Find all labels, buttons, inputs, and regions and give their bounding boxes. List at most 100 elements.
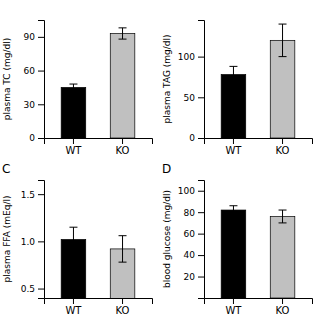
x-tick: WT (65, 138, 82, 156)
error-bar (119, 236, 127, 262)
plot-area (61, 28, 135, 138)
y-tick: 1.5 (21, 190, 44, 200)
y-tick-mark (38, 104, 44, 105)
panel: WTKO0.51.01.5plasma FFA (mEq/l)C (2, 162, 153, 320)
y-tick-label: 1.5 (21, 190, 35, 200)
y-tick-mark (198, 138, 204, 139)
bar (270, 216, 295, 298)
y-tick-label: 100 (178, 186, 195, 196)
x-tick: KO (276, 298, 290, 316)
y-axis-line (38, 21, 45, 139)
x-axis: WT KO (205, 298, 313, 316)
error-stem (122, 28, 123, 39)
y-tick: 60 (24, 66, 44, 76)
y-tick: 40 (184, 250, 204, 260)
bar (221, 75, 246, 138)
y-tick-mark (198, 212, 204, 213)
error-stem (282, 210, 283, 223)
y-tick-label: 50 (184, 93, 196, 103)
x-tick-label: KO (276, 145, 290, 156)
y-axis-line (198, 21, 205, 139)
y-tick-mark (38, 138, 44, 139)
y-tick-label: 20 (184, 272, 196, 282)
x-tick-label: WT (65, 305, 82, 316)
y-tick: 100 (178, 186, 204, 196)
error-bar (119, 28, 127, 39)
y-tick-mark (198, 191, 204, 192)
y-tick-label: 0.5 (21, 284, 35, 294)
y-tick-label: 30 (24, 100, 36, 110)
x-axis: WTKO (45, 138, 153, 156)
x-axis-line (205, 139, 313, 145)
y-tick-label: 0 (29, 133, 35, 143)
error-cap (279, 222, 287, 223)
y-tick-mark (38, 194, 44, 195)
error-stem (233, 66, 234, 82)
bar (61, 87, 86, 138)
x-tick-mark (73, 138, 74, 144)
y-tick-label: 90 (24, 32, 36, 42)
figure: WTKO0306090plasma TC (mg/dl)WTKO050100pl… (0, 0, 320, 320)
y-tick-mark (38, 289, 44, 290)
y-axis: 20 40 60 80 100 (178, 181, 205, 299)
error-bar (69, 84, 77, 91)
x-axis-line (45, 139, 153, 145)
x-tick-mark (233, 138, 234, 144)
x-axis-line (205, 299, 313, 305)
bar (110, 33, 135, 138)
error-bar (69, 227, 77, 252)
error-cap (229, 66, 237, 67)
error-cap (119, 39, 127, 40)
y-tick: 0.5 (21, 284, 44, 294)
x-axis: WT KO (45, 298, 153, 316)
error-stem (73, 84, 74, 91)
y-tick-mark (198, 277, 204, 278)
error-cap (119, 262, 127, 263)
plot-area (221, 206, 295, 298)
x-tick-mark (122, 138, 123, 144)
y-tick-label: 40 (184, 250, 196, 260)
x-tick: WT (225, 138, 242, 156)
error-cap (119, 235, 127, 236)
x-tick-mark (122, 298, 123, 304)
x-tick-label: KO (116, 305, 130, 316)
x-tick: WT (225, 298, 242, 316)
y-axis-title: plasma TAG (mg/dl) (162, 35, 172, 124)
error-cap (119, 27, 127, 28)
y-tick: 100 (178, 52, 204, 62)
x-tick-mark (282, 298, 283, 304)
y-tick-mark (198, 255, 204, 256)
error-bar (229, 206, 237, 215)
x-tick-label: WT (65, 145, 82, 156)
y-tick-label: 100 (178, 52, 195, 62)
x-tick: WT (65, 298, 82, 316)
error-bar (279, 24, 287, 57)
panel: WT KO 0 50 100 plasma TAG (mg/dl) (162, 21, 313, 157)
x-tick-mark (282, 138, 283, 144)
y-axis: 0 30 60 90 (24, 21, 45, 144)
error-stem (282, 24, 283, 57)
y-tick: 0 (189, 133, 204, 143)
y-tick: 30 (24, 100, 44, 110)
plot-area (221, 24, 295, 138)
y-tick-mark (198, 234, 204, 235)
error-cap (229, 82, 237, 83)
x-tick-label: WT (225, 145, 242, 156)
y-axis-line (198, 181, 205, 299)
y-tick-label: 60 (184, 229, 196, 239)
error-cap (69, 227, 77, 228)
error-cap (279, 210, 287, 211)
y-tick-mark (38, 71, 44, 72)
x-tick-mark (73, 298, 74, 304)
y-axis: 0.5 1.0 1.5 (21, 181, 45, 299)
x-tick-label: KO (276, 305, 290, 316)
y-axis-title: plasma FFA (mEq/l) (2, 196, 12, 283)
x-tick-mark (233, 298, 234, 304)
x-tick-label: WT (225, 305, 242, 316)
panel-label: D (162, 162, 171, 176)
error-stem (122, 236, 123, 262)
y-tick: 1.0 (21, 237, 44, 247)
y-tick: 80 (184, 208, 204, 218)
y-tick: 90 (24, 32, 44, 42)
x-tick: KO (276, 138, 290, 156)
